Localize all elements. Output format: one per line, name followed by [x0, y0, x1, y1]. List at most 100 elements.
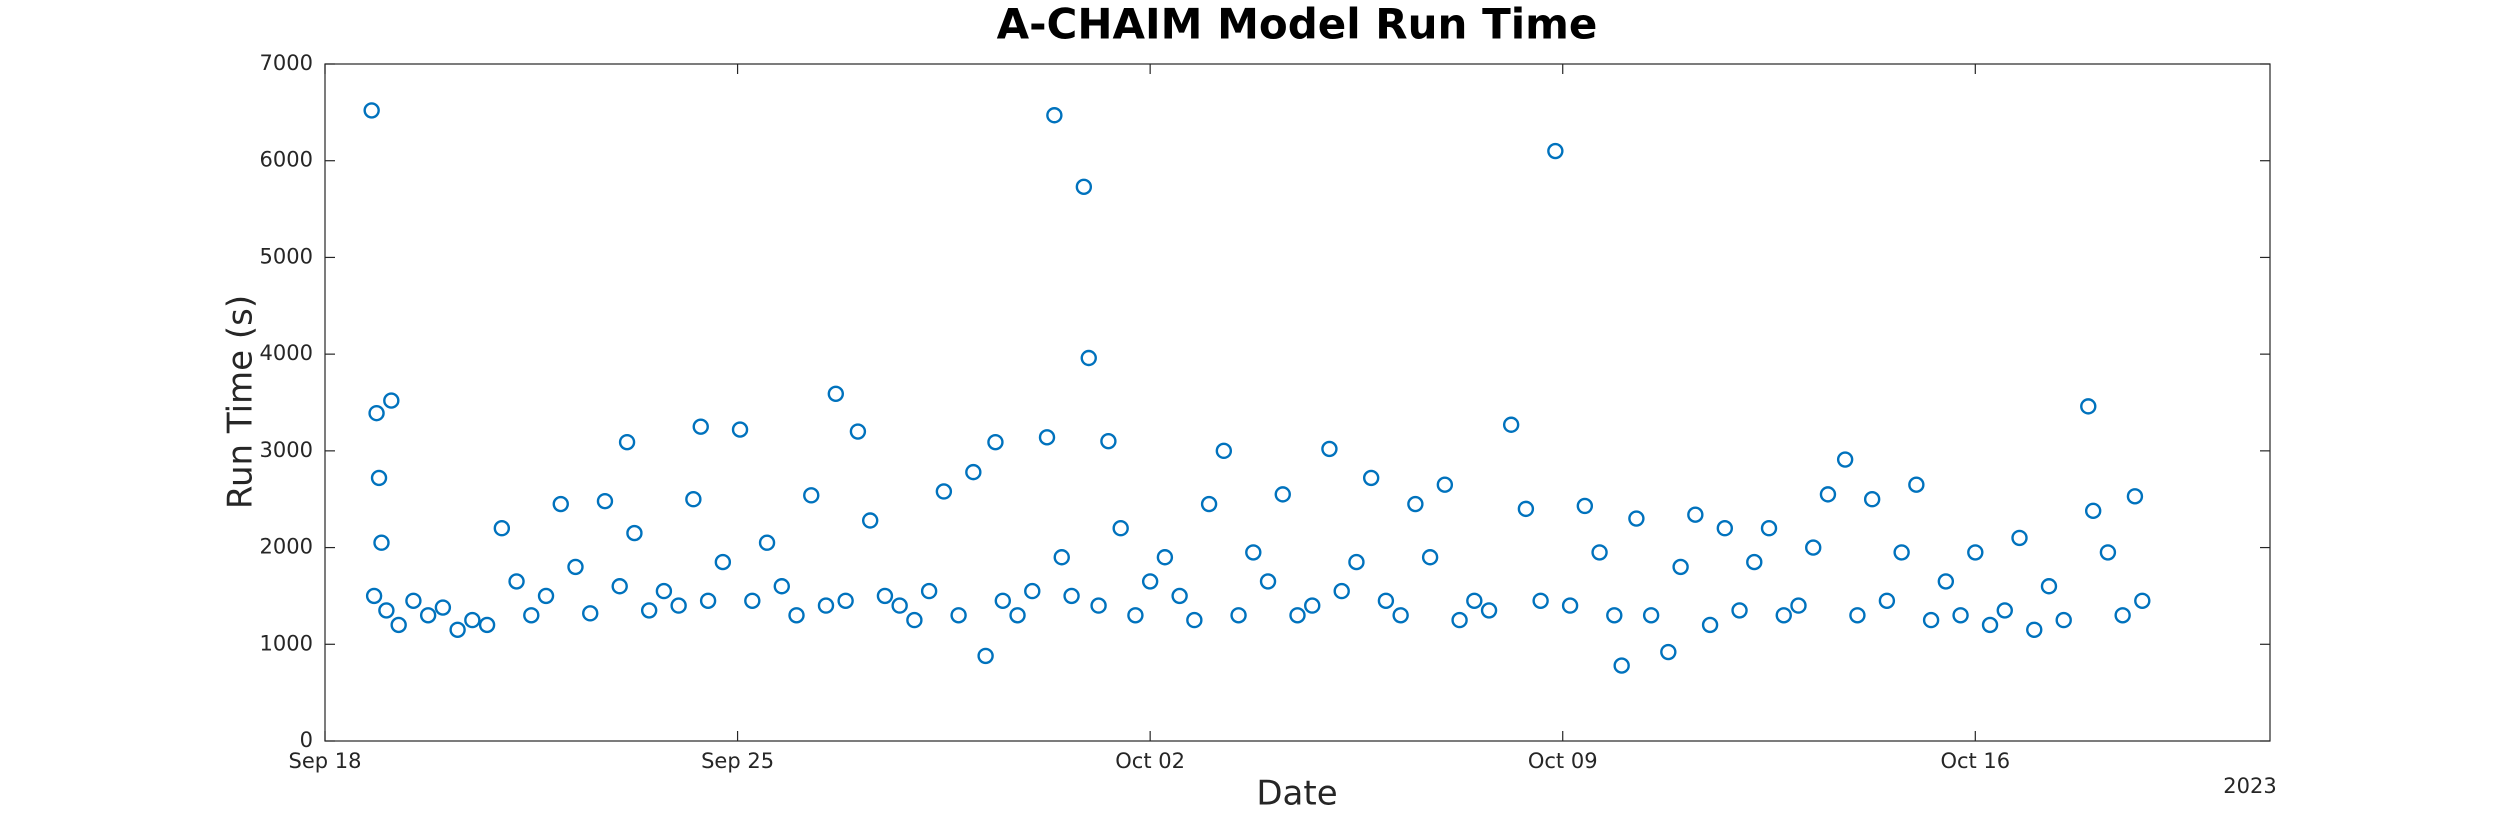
data-point — [1436, 476, 1454, 493]
data-point — [1819, 486, 1837, 503]
chart-title: A-CHAIM Model Run Time — [997, 0, 1598, 49]
data-point — [1377, 592, 1395, 609]
data-point — [1893, 544, 1910, 561]
data-point — [1348, 553, 1365, 571]
data-point — [965, 463, 982, 481]
data-point — [370, 469, 388, 487]
data-point — [1517, 500, 1535, 518]
data-point — [1805, 539, 1822, 556]
data-point — [1790, 597, 1807, 614]
data-point — [1063, 587, 1080, 605]
data-point — [849, 423, 867, 440]
data-point — [523, 607, 540, 624]
x-year-label: 2023 — [2223, 774, 2276, 798]
data-point — [670, 597, 687, 614]
y-tick-label: 0 — [300, 728, 313, 752]
x-tick-label: Sep 25 — [701, 749, 774, 773]
data-point — [1849, 607, 1866, 624]
data-point — [478, 616, 496, 634]
data-point — [611, 578, 628, 595]
data-point — [758, 534, 776, 551]
y-tick-label: 6000 — [260, 148, 313, 172]
data-point — [2080, 398, 2097, 415]
data-point — [891, 597, 908, 614]
data-point — [1245, 544, 1262, 561]
data-point — [1362, 469, 1380, 487]
data-point — [1731, 602, 1748, 619]
data-point — [714, 553, 732, 571]
data-point — [655, 582, 673, 600]
data-point — [1480, 602, 1498, 619]
data-point — [405, 592, 422, 609]
y-tick-label: 4000 — [260, 341, 313, 365]
y-tick-label: 5000 — [260, 244, 313, 268]
x-tick-label: Oct 09 — [1528, 749, 1598, 773]
data-point — [1996, 602, 2013, 619]
data-point — [419, 607, 437, 624]
data-point — [1259, 573, 1277, 590]
data-point — [1878, 592, 1896, 609]
data-point — [935, 483, 953, 500]
data-point — [1090, 597, 1107, 614]
data-point — [1561, 597, 1579, 614]
data-point — [383, 392, 400, 409]
data-point — [920, 582, 938, 600]
x-tick-label: Oct 02 — [1115, 749, 1185, 773]
data-point — [692, 418, 709, 435]
data-point — [1628, 510, 1645, 527]
data-point — [994, 592, 1012, 609]
data-point — [861, 512, 879, 529]
data-point — [1547, 142, 1564, 160]
data-point — [1613, 657, 1630, 674]
data-point — [1289, 607, 1306, 624]
data-point — [1421, 549, 1439, 566]
data-point — [2026, 621, 2043, 638]
data-point — [493, 520, 511, 537]
data-point — [1775, 607, 1792, 624]
y-axis-label: Run Time (s) — [221, 295, 261, 509]
data-point — [464, 611, 481, 629]
data-point — [1112, 520, 1129, 537]
data-point — [1200, 495, 1218, 513]
data-point — [1502, 416, 1520, 433]
data-point — [731, 421, 749, 438]
data-point — [1038, 429, 1056, 446]
data-point — [1952, 607, 1969, 624]
data-point — [1746, 553, 1763, 571]
data-point — [626, 524, 643, 542]
data-point — [2099, 544, 2117, 561]
data-point — [640, 602, 658, 619]
data-point — [2084, 502, 2102, 520]
data-point — [906, 611, 923, 629]
y-tick-label: 2000 — [260, 535, 313, 559]
x-axis-label: Date — [1256, 774, 1337, 814]
data-point — [1908, 476, 1925, 493]
data-point — [1407, 495, 1424, 513]
data-point — [1304, 597, 1321, 614]
data-point — [1981, 616, 1999, 634]
data-point — [2040, 578, 2058, 595]
data-point — [378, 602, 395, 619]
data-point — [1080, 349, 1097, 367]
data-point — [582, 605, 599, 622]
data-point — [1274, 486, 1291, 503]
data-point — [837, 592, 854, 609]
data-point — [1053, 549, 1070, 566]
data-point — [2114, 607, 2131, 624]
data-point — [537, 587, 555, 605]
y-tick-label: 1000 — [260, 631, 313, 655]
data-point — [1392, 607, 1409, 624]
data-point — [1937, 573, 1955, 590]
data-point — [1024, 582, 1041, 600]
data-point — [508, 573, 525, 590]
data-point — [1215, 442, 1233, 460]
data-point — [1606, 607, 1623, 624]
data-point — [1009, 607, 1026, 624]
data-point — [977, 647, 994, 665]
data-point — [390, 616, 407, 634]
data-point — [368, 404, 385, 422]
data-point — [1687, 506, 1704, 523]
data-point — [2011, 529, 2028, 547]
